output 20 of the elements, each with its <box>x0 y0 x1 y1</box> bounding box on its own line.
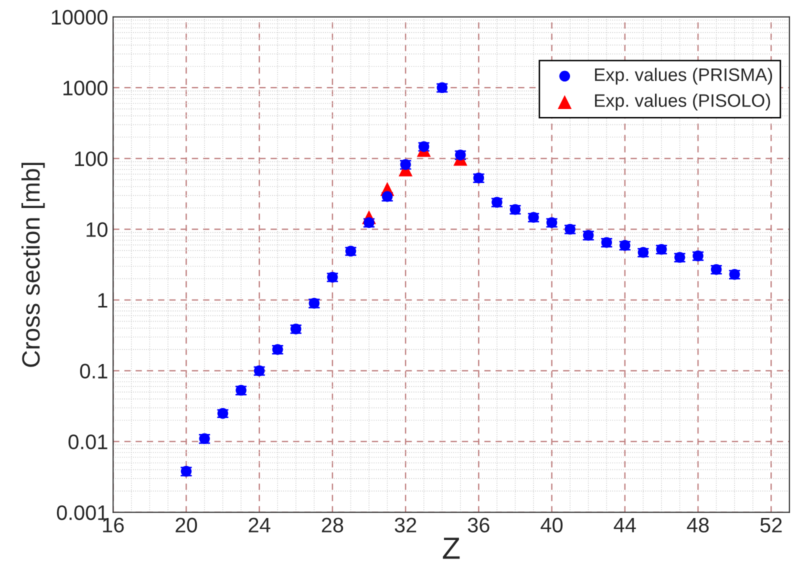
x-tick-label: 24 <box>248 518 270 532</box>
x-tick-label: 48 <box>686 518 709 532</box>
y-tick-label: 10 <box>86 222 108 237</box>
x-tick-label: 40 <box>540 518 563 532</box>
x-tick-label: 32 <box>394 518 416 532</box>
y-tick-label: 1000 <box>64 80 108 96</box>
y-tick-label: 10000 <box>52 10 108 25</box>
x-tick-label: 44 <box>614 518 636 532</box>
y-axis-title: Cross section [mb] <box>21 162 45 367</box>
y-tick-label: 0.1 <box>80 364 108 379</box>
y-tick-label: 1 <box>98 293 108 308</box>
y-tick-label: 0.01 <box>68 434 108 450</box>
x-tick-label: 28 <box>322 518 344 532</box>
x-axis-title: Z <box>442 538 460 559</box>
legend-label: Exp. values (PRISMA) <box>595 68 772 85</box>
x-tick-label: 36 <box>468 518 490 532</box>
legend-label: Exp. values (PISOLO) <box>595 94 770 111</box>
y-tick-label: 100 <box>75 151 108 166</box>
x-tick-label: 52 <box>760 518 782 532</box>
x-tick-label: 20 <box>176 518 197 532</box>
